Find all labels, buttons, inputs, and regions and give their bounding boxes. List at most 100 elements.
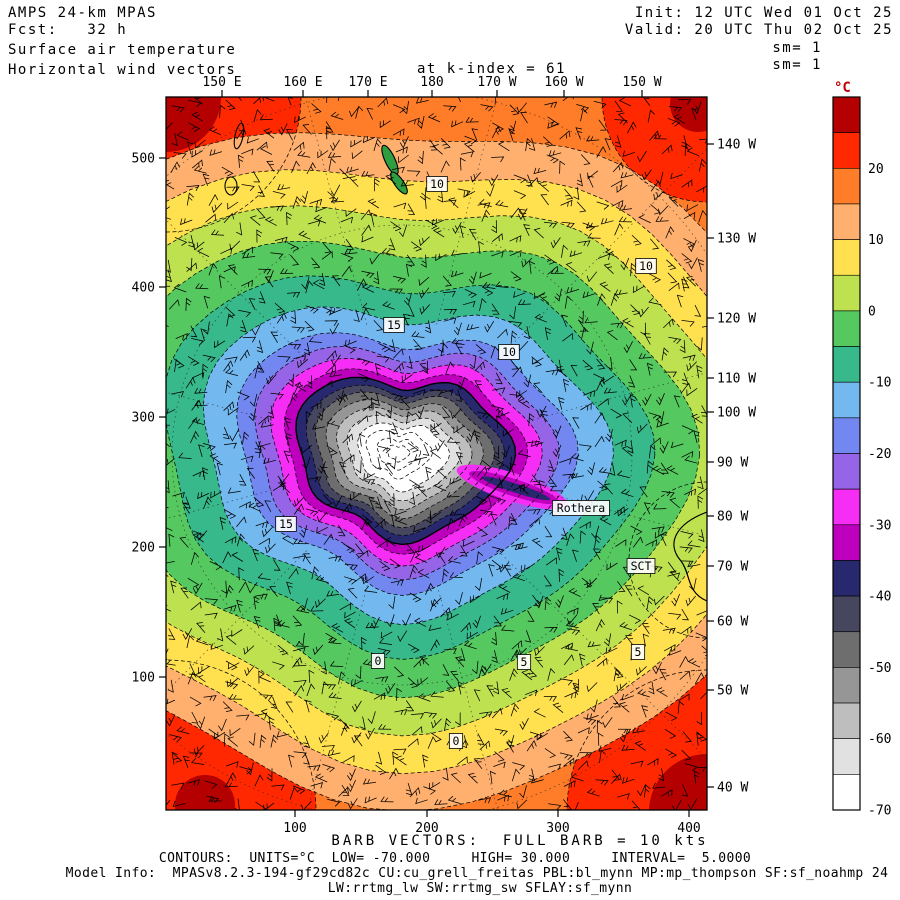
top-meridian-label: 160 E (283, 75, 322, 90)
contour-legend: CONTOURS: UNITS=°C LOW= -70.000 HIGH= 30… (158, 851, 752, 866)
model-name: AMPS 24-km MPAS (8, 5, 157, 21)
map-frame (165, 96, 708, 811)
colorbar-segment (832, 239, 861, 276)
svg-text:15: 15 (387, 318, 401, 332)
contour-label: Rothera (552, 500, 610, 516)
right-meridian-label: 80 W (717, 510, 748, 525)
colorbar-segment (832, 168, 861, 205)
contour-label: 5 (516, 654, 532, 670)
physics-info: LW:rrtmg_lw SW:rrtmg_sw SFLAY:sf_mynn (327, 881, 633, 896)
island-coastline (390, 171, 408, 195)
svg-text:0: 0 (375, 654, 382, 668)
svg-text:10: 10 (639, 259, 653, 273)
y-axis-label: 200 (132, 541, 155, 556)
svg-text:10: 10 (430, 177, 444, 191)
sm-label-2: sm= 1 (772, 57, 822, 73)
model-info: Model Info: MPASv8.2.3-194-gf29cd82c CU:… (65, 866, 889, 881)
svg-text:0: 0 (453, 734, 460, 748)
colorbar-title: °C (834, 80, 851, 96)
contour-label: 15 (275, 516, 297, 532)
right-meridian-label: 110 W (717, 372, 756, 387)
svg-text:5: 5 (521, 655, 528, 669)
colorbar-segment (832, 667, 861, 704)
contour-label: 0 (370, 653, 386, 669)
colorbar-border (832, 96, 861, 811)
valid-time: Valid: 20 UTC Thu 02 Oct 25 (624, 22, 893, 38)
colorbar-segment (832, 417, 861, 454)
contour-label: 0 (448, 733, 464, 749)
colorbar-segment (832, 346, 861, 383)
top-meridian-label: 170 E (348, 75, 387, 90)
colorbar-tick-label: -70 (868, 804, 891, 819)
antarctic-peninsula (481, 476, 551, 501)
right-meridian-label: 70 W (717, 560, 748, 575)
colorbar-tick-label: -60 (868, 732, 891, 747)
colorbar-tick-label: 0 (868, 304, 876, 319)
contour-label: 15 (383, 317, 405, 333)
k-index-label: at k-index = 61 (417, 61, 566, 77)
colorbar-tick-label: 10 (868, 233, 884, 248)
right-meridian-label: 140 W (717, 138, 756, 153)
colorbar-segment (832, 560, 861, 597)
colorbar-segment (832, 453, 861, 490)
x-axis-label: 100 (283, 821, 306, 836)
right-meridian-label: 50 W (717, 684, 748, 699)
colorbar-segment (832, 274, 861, 312)
contour-label: 10 (498, 344, 520, 360)
x-axis-label: 200 (415, 821, 438, 836)
colorbar-tick-label: -50 (868, 661, 891, 676)
colorbar-segment (832, 488, 861, 526)
svg-text:10: 10 (502, 345, 516, 359)
colorbar-segment (832, 203, 861, 240)
svg-text:15: 15 (279, 517, 293, 531)
y-axis-label: 500 (132, 152, 155, 167)
field-title-1: Surface air temperature (8, 42, 237, 58)
colorbar-segment (832, 595, 861, 633)
colorbar-segment (832, 702, 861, 739)
colorbar-segment (832, 524, 861, 561)
y-axis-label: 400 (132, 281, 155, 296)
top-meridian-label: 150 W (622, 75, 661, 90)
x-axis-label: 300 (546, 821, 569, 836)
contour-label: 10 (426, 176, 448, 192)
antarctica-coastline (295, 376, 517, 546)
colorbar-tick-label: -10 (868, 376, 891, 391)
forecast-hour: Fcst: 32 h (8, 22, 128, 38)
top-meridian-label: 150 E (202, 75, 241, 90)
right-meridian-label: 90 W (717, 456, 748, 471)
top-meridian-label: 170 W (477, 75, 516, 90)
colorbar: 20 10 0 -10 -20 -30 -40 -50 -60 -70 (832, 96, 891, 819)
top-meridian-label: 160 W (544, 75, 583, 90)
sm-label-1: sm= 1 (772, 40, 822, 56)
top-meridian-label: 180 (420, 75, 443, 90)
wind-barbs (166, 97, 707, 810)
right-meridian-label: 60 W (717, 615, 748, 630)
colorbar-tick-label: 20 (868, 162, 884, 177)
svg-text:Rothera: Rothera (557, 501, 605, 515)
y-axis-label: 300 (132, 411, 155, 426)
barb-legend: BARB VECTORS: FULL BARB = 10 kts (331, 833, 709, 849)
colorbar-segment (832, 310, 861, 347)
svg-text:5: 5 (635, 645, 642, 659)
x-axis-label: 400 (677, 821, 700, 836)
contour-label: 5 (630, 644, 646, 660)
field-title-2: Horizontal wind vectors (8, 62, 237, 78)
colorbar-segment (832, 631, 861, 668)
colorbar-segment (832, 96, 861, 133)
colorbar-segment (832, 132, 861, 169)
contour-label: 10 (635, 258, 657, 274)
colorbar-segment (832, 738, 861, 775)
colorbar-tick-label: -20 (868, 447, 891, 462)
y-axis-label: 100 (132, 671, 155, 686)
colorbar-segment (832, 774, 861, 811)
colorbar-tick-label: -40 (868, 590, 891, 605)
contour-label: SCT (626, 558, 656, 574)
right-meridian-label: 130 W (717, 232, 756, 247)
svg-text:SCT: SCT (631, 559, 652, 573)
island-coastline (224, 176, 238, 196)
init-time: Init: 12 UTC Wed 01 Oct 25 (634, 5, 893, 21)
